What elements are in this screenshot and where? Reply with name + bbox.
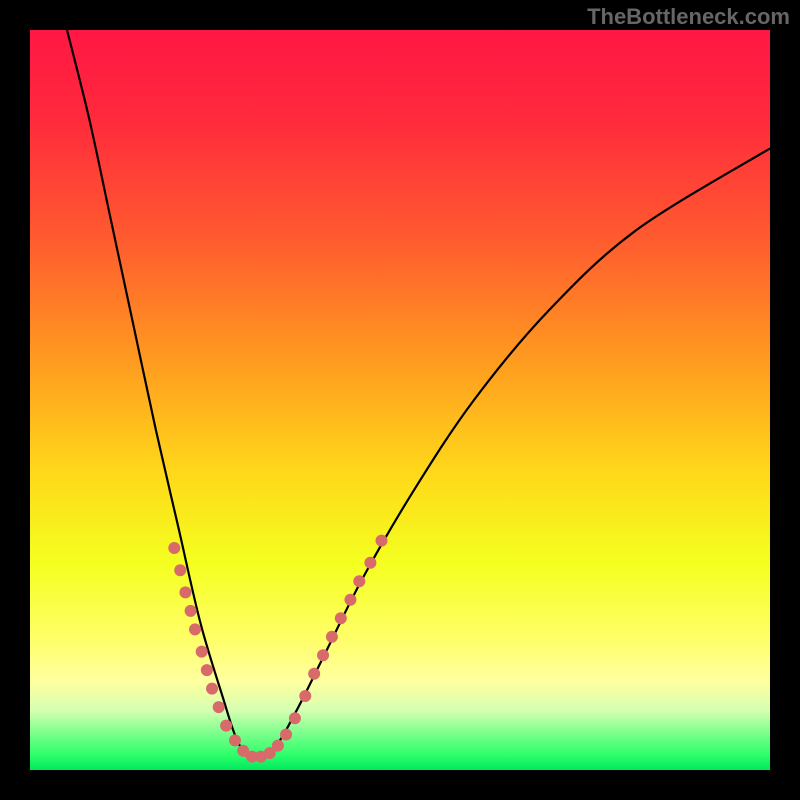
data-marker bbox=[272, 740, 284, 752]
data-marker bbox=[299, 690, 311, 702]
data-marker bbox=[179, 586, 191, 598]
data-marker bbox=[206, 683, 218, 695]
data-marker bbox=[317, 649, 329, 661]
data-marker bbox=[364, 557, 376, 569]
data-marker bbox=[326, 631, 338, 643]
data-marker bbox=[213, 701, 225, 713]
plot-area bbox=[30, 30, 770, 770]
marker-group bbox=[168, 535, 387, 763]
chart-svg bbox=[30, 30, 770, 770]
data-marker bbox=[335, 612, 347, 624]
data-marker bbox=[376, 535, 388, 547]
data-marker bbox=[353, 575, 365, 587]
data-marker bbox=[220, 720, 232, 732]
data-marker bbox=[196, 646, 208, 658]
data-marker bbox=[185, 605, 197, 617]
data-marker bbox=[280, 728, 292, 740]
data-marker bbox=[201, 664, 213, 676]
bottleneck-curve bbox=[67, 30, 770, 759]
data-marker bbox=[189, 623, 201, 635]
data-marker bbox=[344, 594, 356, 606]
data-marker bbox=[168, 542, 180, 554]
data-marker bbox=[289, 712, 301, 724]
data-marker bbox=[308, 668, 320, 680]
watermark-text: TheBottleneck.com bbox=[587, 4, 790, 30]
data-marker bbox=[229, 734, 241, 746]
data-marker bbox=[174, 564, 186, 576]
